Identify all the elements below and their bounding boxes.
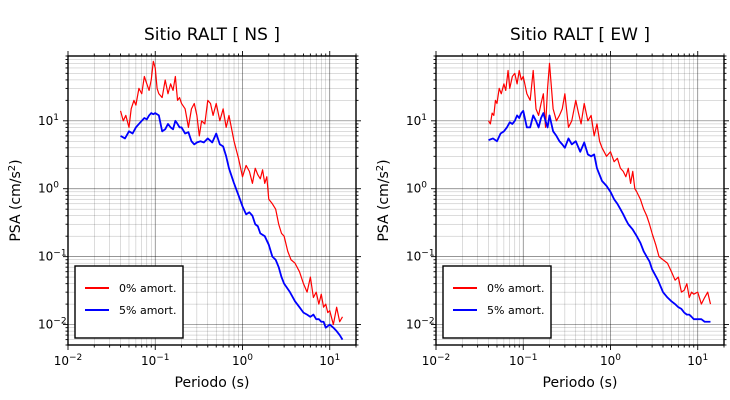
x-tick-label: 101 [687,353,708,368]
x-tick-label: 10−1 [141,353,170,368]
y-tick-label: 10−1 [38,249,67,264]
y-axis-label: PSA (cm/s2) [7,159,24,241]
chart-title: Sitio RALT [ EW ] [510,25,650,45]
x-tick-label: 10−2 [54,353,83,368]
x-tick-label: 10−2 [422,353,451,368]
y-tick-label: 10−2 [406,317,435,332]
legend-entry-label: 0% amort. [487,282,544,295]
x-axis-label: Periodo (s) [175,375,250,391]
plot-frame [435,55,725,346]
series-line-red [488,62,712,305]
legend: 0% amort. 5% amort. [442,265,552,339]
y-tick-label: 101 [406,113,427,128]
legend-box [442,265,552,339]
x-tick-label: 100 [232,353,253,368]
x-tick-label: 10−1 [509,353,538,368]
y-tick-label: 10−2 [38,317,67,332]
legend-entry-label: 0% amort. [119,282,176,295]
y-tick-label: 10−1 [406,249,435,264]
y-tick-label: 100 [38,181,59,196]
plot-frame [67,55,357,346]
y-tick-label: 101 [38,113,59,128]
series-line-red [119,60,344,326]
chart-title: Sitio RALT [ NS ] [144,25,280,45]
series-line-blue [488,109,711,323]
series-line-blue [120,112,344,341]
legend: 0% amort. 5% amort. [74,265,184,339]
legend-box [74,265,184,339]
x-axis-label: Periodo (s) [543,375,618,391]
y-axis-label: PSA (cm/s2) [375,159,392,241]
chart-panel-1: 10−2 10−1 100 101 10−2 10−1 100 101 Sitio RALT [… [7,25,361,391]
legend-entry-label: 5% amort. [487,304,544,317]
x-tick-label: 101 [319,353,340,368]
x-tick-label: 100 [600,353,621,368]
legend-entry-label: 5% amort. [119,304,176,317]
chart-panel-2: 10−2 10−1 100 101 10−2 10−1 100 101 Sitio RALT [… [375,25,729,391]
y-tick-label: 100 [406,181,427,196]
